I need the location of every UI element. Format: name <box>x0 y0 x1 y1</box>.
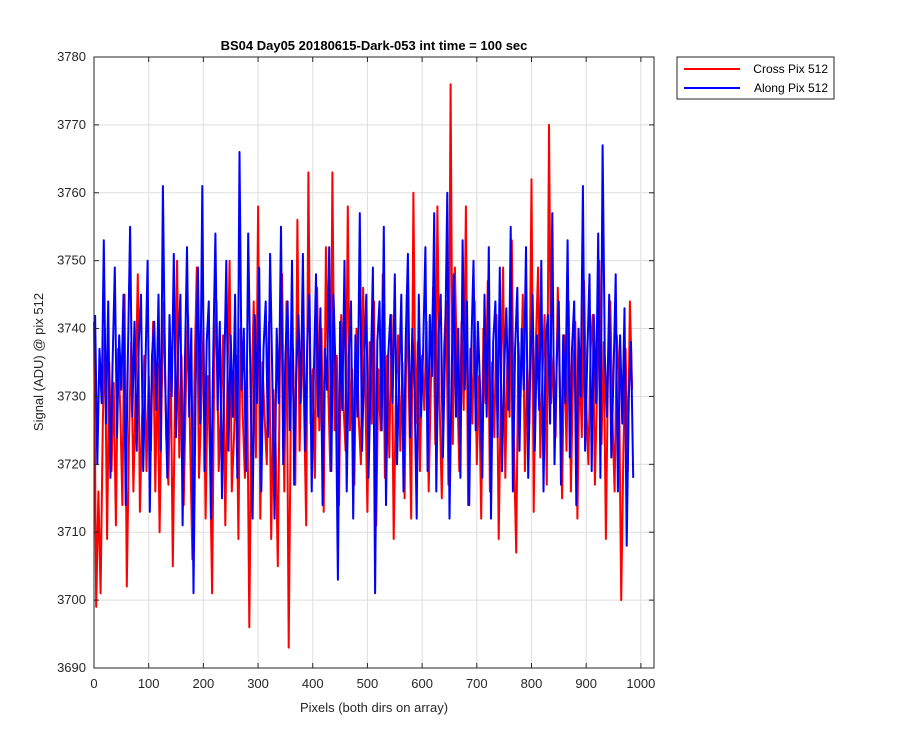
y-tick-label: 3770 <box>57 117 86 132</box>
x-tick-label: 800 <box>521 676 543 691</box>
x-tick-label: 300 <box>247 676 269 691</box>
legend-box <box>676 56 835 100</box>
legend-label-along: Along Pix 512 <box>754 81 828 95</box>
x-tick-label: 700 <box>466 676 488 691</box>
y-tick-label: 3750 <box>57 253 86 268</box>
y-tick-label: 3740 <box>57 321 86 336</box>
y-tick-label: 3710 <box>57 524 86 539</box>
x-tick-label: 900 <box>575 676 597 691</box>
y-tick-label: 3760 <box>57 185 86 200</box>
y-tick-label: 3730 <box>57 388 86 403</box>
chart-title: BS04 Day05 20180615-Dark-053 int time = … <box>221 38 528 53</box>
x-tick-label: 600 <box>411 676 433 691</box>
x-tick-label: 0 <box>90 676 97 691</box>
series-line-along-pix-512 <box>94 144 635 595</box>
legend-label-cross: Cross Pix 512 <box>753 62 828 76</box>
x-tick-label: 500 <box>357 676 379 691</box>
x-tick-label: 1000 <box>626 676 655 691</box>
series-layer <box>93 83 635 649</box>
legend: Cross Pix 512 Along Pix 512 <box>676 56 835 100</box>
plot-border <box>93 56 655 669</box>
x-tick-label: 400 <box>302 676 324 691</box>
axis-ticks: 0 100 200 300 400 500 600 700 800 900 1000 3690 3700… <box>57 49 655 691</box>
y-axis-label: Signal (ADU) @ pix 512 <box>31 293 46 431</box>
y-tick-label: 3780 <box>57 49 86 64</box>
y-tick-label: 3700 <box>57 592 86 607</box>
x-tick-label: 100 <box>138 676 160 691</box>
x-tick-label: 200 <box>193 676 215 691</box>
y-tick-label: 3720 <box>57 456 86 471</box>
x-axis-label: Pixels (both dirs on array) <box>300 700 448 715</box>
y-tick-label: 3690 <box>57 660 86 675</box>
